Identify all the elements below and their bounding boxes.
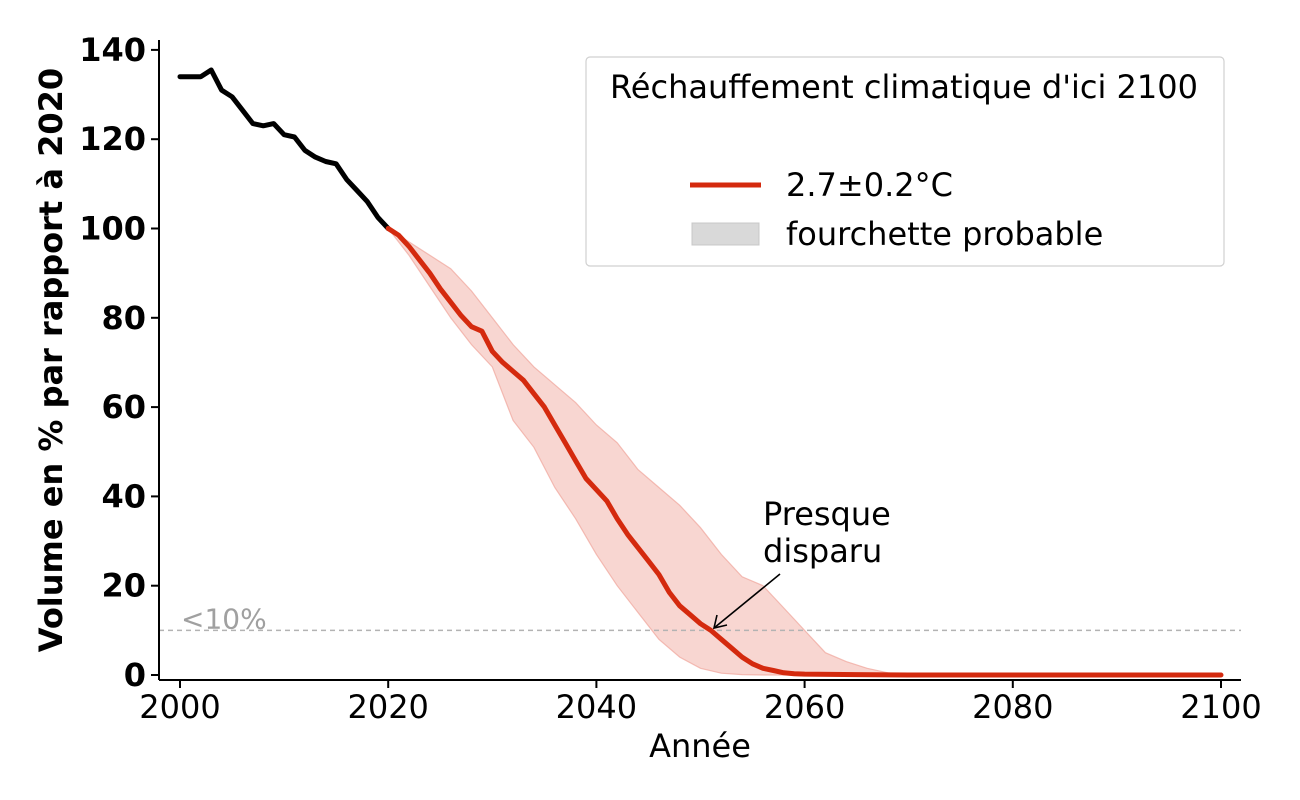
reference-line-layer: <10% [159,602,1241,635]
y-axis-label: Volume en % par rapport à 2020 [32,68,70,652]
legend: Réchauffement climatique d'ici 2100 2.7±… [585,56,1225,267]
annotation-arrowhead [712,614,728,630]
annotation-line-2: disparu [763,532,882,570]
legend-frame [585,56,1225,267]
x-tick-label-2040: 2040 [556,688,637,726]
projection-series-line [385,226,1224,678]
y-tick-label-140: 140 [79,31,146,69]
y-tick-label-120: 120 [79,120,146,158]
y-tick-label-60: 60 [101,388,146,426]
y-tick-label-0: 0 [124,656,146,694]
x-axis-label: Année [649,727,751,765]
annotation-nearly-gone: Presque disparu [712,495,891,630]
likely-range-band-layer [387,227,1221,676]
x-tick-label-2060: 2060 [764,688,845,726]
y-tick-label-40: 40 [101,477,146,515]
legend-label-scenario: 2.7±0.2°C [786,166,953,204]
y-tick-label-20: 20 [101,567,146,605]
legend-title: Réchauffement climatique d'ici 2100 [610,68,1198,106]
annotation-arrow [713,573,781,629]
annotation-line-1: Presque [763,495,891,533]
threshold-label: <10% [181,602,267,635]
y-ticks: 0 20 40 60 80 100 120 140 [79,31,159,694]
legend-swatch-patch [691,222,760,246]
y-tick-label-80: 80 [101,299,146,337]
x-ticks: 2000 2020 2040 2060 2080 2100 [139,680,1262,726]
legend-label-likely-range: fourchette probable [786,215,1103,253]
x-tick-label-2100: 2100 [1180,688,1261,726]
likely-range-band [387,227,1221,676]
y-tick-label-100: 100 [79,210,146,248]
historical-series-line [177,67,391,231]
x-tick-label-2020: 2020 [347,688,428,726]
x-tick-label-2000: 2000 [139,688,220,726]
x-tick-label-2080: 2080 [972,688,1053,726]
series-layer [177,67,1224,678]
